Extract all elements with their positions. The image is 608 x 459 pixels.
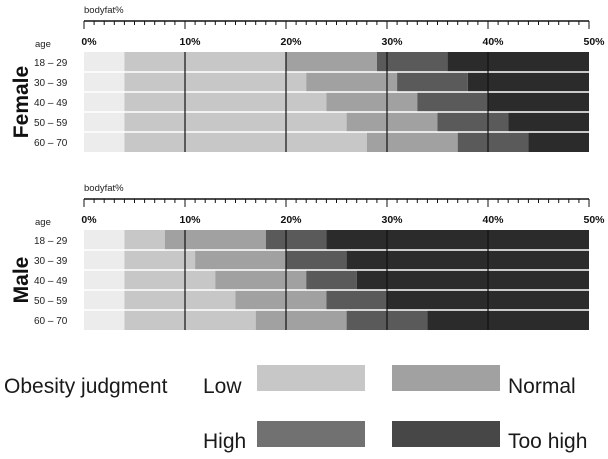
bar-segment-female: [286, 52, 377, 72]
bar-segment-female: [467, 72, 589, 92]
bar-segment-male: [124, 310, 256, 330]
bar-segment-female: [84, 132, 125, 152]
group-label-female: Female: [10, 66, 33, 138]
bar-segment-female: [124, 92, 327, 112]
tick-label-female: 30%: [381, 36, 403, 48]
bar-segment-female: [447, 52, 589, 72]
bar-segment-male: [84, 230, 125, 250]
bar-segment-female: [376, 52, 448, 72]
tick-label-male: 50%: [583, 214, 605, 226]
bar-segment-male: [124, 270, 216, 290]
bar-segment-male: [286, 250, 347, 270]
bar-segment-female: [84, 72, 125, 92]
legend-title: Obesity judgment: [4, 375, 168, 398]
bar-segment-female: [84, 52, 125, 72]
tick-label-male: 10%: [179, 214, 201, 226]
bar-segment-male: [427, 310, 589, 330]
bar-segment-female: [306, 72, 398, 92]
bar-segment-female: [508, 112, 589, 132]
legend: Obesity judgment Low Normal High Too hig…: [0, 340, 608, 459]
age-label-male: 18 – 29: [34, 236, 68, 247]
legend-label-low: Low: [203, 375, 242, 398]
bar-segment-male: [265, 230, 327, 250]
bar-segment-male: [346, 250, 589, 270]
axis-title-female: bodyfat%: [84, 5, 124, 16]
bar-segment-female: [528, 132, 589, 152]
bar-segment-male: [84, 250, 125, 270]
bar-segment-male: [84, 290, 125, 310]
bar-segment-female: [124, 52, 287, 72]
legend-swatch-normal: [392, 365, 500, 391]
bar-segment-female: [84, 112, 125, 132]
bar-segment-female: [488, 92, 589, 112]
age-label-male: 30 – 39: [34, 256, 68, 267]
age-label-female: 30 – 39: [34, 78, 68, 89]
bar-segment-female: [346, 112, 438, 132]
age-label-male: 50 – 59: [34, 296, 68, 307]
bar-segment-male: [326, 230, 589, 250]
age-label-female: 50 – 59: [34, 118, 68, 129]
bar-segment-female: [326, 92, 418, 112]
bar-segment-male: [124, 250, 196, 270]
tick-label-female: 40%: [482, 36, 504, 48]
legend-label-high: High: [203, 430, 247, 453]
bar-segment-male: [306, 270, 357, 290]
bar-segment-female: [397, 72, 468, 92]
row-header-male: age: [35, 217, 51, 228]
bar-segment-male: [235, 290, 327, 310]
bar-segment-female: [124, 112, 347, 132]
legend-label-normal: Normal: [508, 375, 576, 398]
tick-label-male: 40%: [482, 214, 504, 226]
legend-swatch-high: [257, 421, 365, 447]
bar-segment-female: [84, 92, 125, 112]
bar-segment-female: [366, 132, 458, 152]
bar-segment-male: [215, 270, 307, 290]
group-label-male: Male: [10, 257, 33, 304]
age-label-male: 60 – 70: [34, 316, 68, 327]
age-label-female: 18 – 29: [34, 58, 68, 69]
bar-segment-male: [124, 290, 236, 310]
bar-segment-female: [437, 112, 509, 132]
bar-segment-female: [124, 132, 367, 152]
bar-segment-male: [326, 290, 387, 310]
bar-segment-male: [84, 270, 125, 290]
bar-segment-male: [356, 270, 589, 290]
legend-swatch-too-high: [392, 421, 500, 447]
age-label-female: 40 – 49: [34, 98, 68, 109]
tick-label-male: 0%: [81, 214, 97, 226]
bodyfat-chart-figure: bodyfat% 0% 10% 20% 30% 40% 50% age 18 – 29 30 – …: [10, 5, 605, 330]
age-label-female: 60 – 70: [34, 138, 68, 149]
tick-label-female: 20%: [280, 36, 302, 48]
bar-segment-female: [124, 72, 307, 92]
bar-segment-male: [255, 310, 347, 330]
tick-label-female: 0%: [81, 36, 97, 48]
bar-segment-female: [417, 92, 488, 112]
tick-label-female: 50%: [583, 36, 605, 48]
tick-label-male: 20%: [280, 214, 302, 226]
legend-label-too-high: Too high: [508, 430, 588, 453]
bar-segment-female: [457, 132, 529, 152]
bar-segment-male: [124, 230, 165, 250]
legend-swatch-low: [257, 365, 365, 391]
row-header-female: age: [35, 39, 51, 50]
tick-label-female: 10%: [179, 36, 201, 48]
tick-label-male: 30%: [381, 214, 403, 226]
bar-segment-male: [164, 230, 266, 250]
bar-segment-male: [84, 310, 125, 330]
axis-title-male: bodyfat%: [84, 183, 124, 194]
bar-segment-male: [195, 250, 286, 270]
age-label-male: 40 – 49: [34, 276, 68, 287]
